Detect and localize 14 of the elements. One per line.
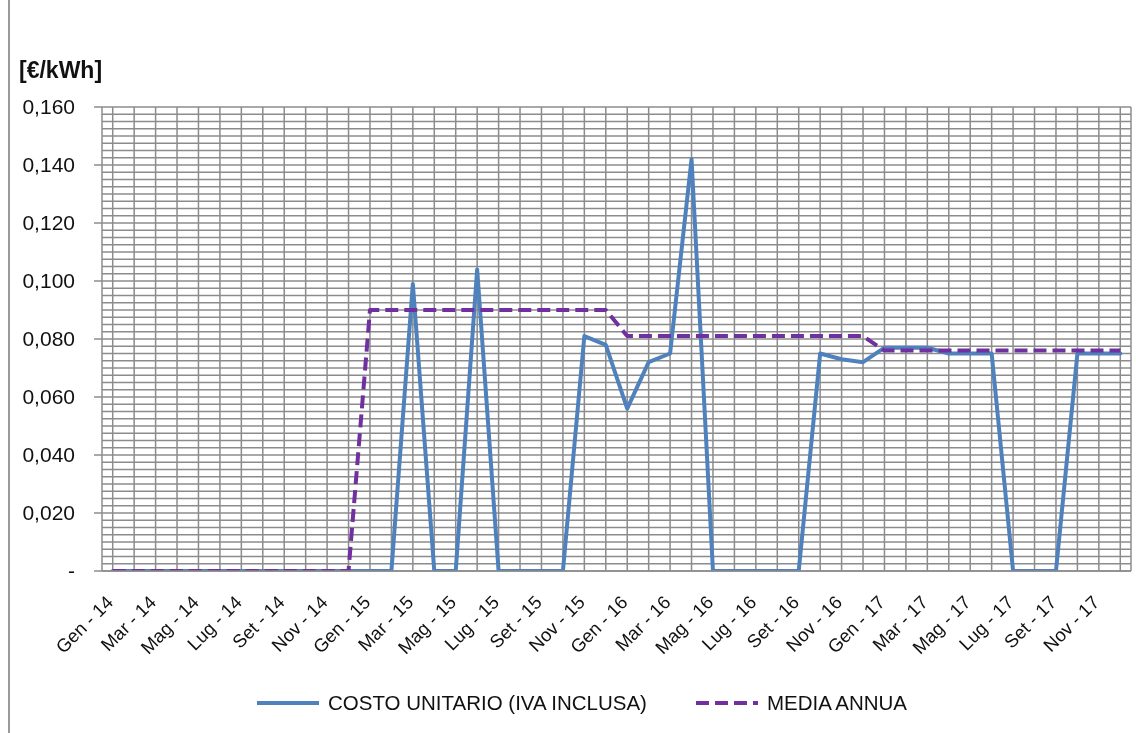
y-tick-label: 0,160: [22, 95, 75, 119]
y-tick-label: -: [68, 559, 75, 583]
y-tick-label: 0,100: [22, 269, 75, 293]
y-tick-label: 0,120: [22, 211, 75, 235]
y-tick-label: 0,080: [22, 327, 75, 351]
legend-label: MEDIA ANNUA: [766, 691, 908, 715]
line-series: [110, 308, 1123, 571]
y-axis-title: [€/kWh]: [19, 57, 103, 84]
line-series: [110, 157, 1123, 571]
y-tick-label: 0,060: [22, 385, 75, 409]
y-tick-label: 0,040: [22, 443, 75, 467]
legend-label: COSTO UNITARIO (IVA INCLUSA): [327, 691, 647, 715]
y-tick-label: 0,020: [22, 501, 75, 525]
y-tick-label: 0,140: [22, 153, 75, 177]
